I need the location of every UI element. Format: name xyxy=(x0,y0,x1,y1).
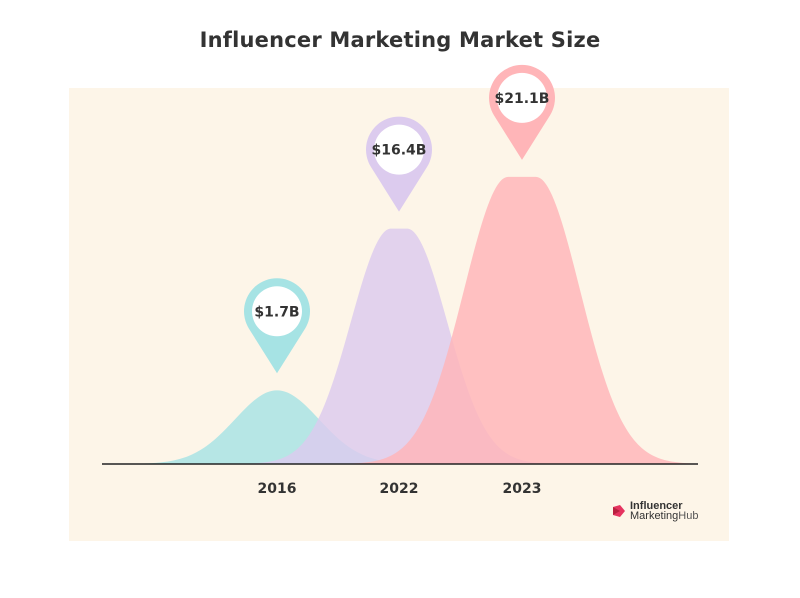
area-bump-2022 xyxy=(102,228,698,464)
data-label-2023: $21.1B xyxy=(495,91,550,107)
pin-inner-circle-2023 xyxy=(497,72,547,123)
value-pin-2022: $16.4B xyxy=(366,116,433,212)
logo-text-line1: Influencer xyxy=(630,500,683,512)
brand-logo: Influencer MarketingHub xyxy=(611,499,698,523)
data-label-2016: $1.7B xyxy=(254,304,299,320)
chart-title: Influencer Marketing Market Size xyxy=(199,28,601,52)
pin-inner-circle-2022 xyxy=(374,124,424,175)
area-bump-2016 xyxy=(102,390,698,464)
value-pin-2016: $1.7B xyxy=(244,278,311,374)
area-bump-2023 xyxy=(102,176,698,464)
data-label-2022: $16.4B xyxy=(372,143,427,159)
x-axis-ticks: 2016 2022 2023 xyxy=(258,481,542,497)
x-tick-label-2022: 2022 xyxy=(380,481,419,497)
area-curves xyxy=(102,176,698,464)
logo-text-marketing: Marketing xyxy=(630,510,679,522)
x-tick-label-2016: 2016 xyxy=(258,481,297,497)
value-pins: $1.7B $16.4B $21.1B xyxy=(244,64,555,374)
x-tick-label-2023: 2023 xyxy=(503,481,542,497)
logo-text-hub: Hub xyxy=(678,510,699,522)
logo-mark-icon xyxy=(613,505,625,517)
value-pin-2023: $21.1B xyxy=(489,64,555,160)
pin-inner-circle-2016 xyxy=(252,286,302,337)
